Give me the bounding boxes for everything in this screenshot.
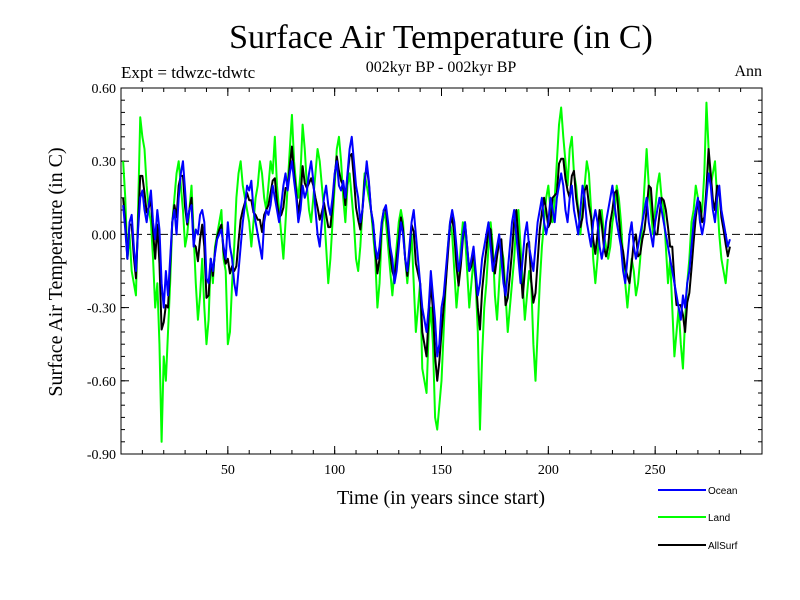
- y-tick-label: -0.60: [87, 375, 116, 390]
- y-tick-label: -0.90: [87, 448, 116, 463]
- y-tick-label: -0.30: [87, 302, 116, 317]
- x-axis-label: Time (in years since start): [337, 487, 545, 509]
- plot-frame: [120, 87, 763, 455]
- x-tick-label: 200: [538, 463, 559, 478]
- axis-ticks: -0.90 -0.60 -0.30 0.00 0.30 0.60 50 100 150 200 25…: [87, 82, 762, 478]
- legend-label-allsurf: AllSurf: [708, 541, 738, 552]
- x-tick-label: 100: [324, 463, 345, 478]
- chart-title: Surface Air Temperature (in C): [229, 19, 653, 56]
- x-tick-label: 50: [221, 463, 235, 478]
- x-tick-label: 250: [645, 463, 666, 478]
- legend: Ocean Land AllSurf: [658, 486, 738, 552]
- y-axis-label: Surface Air Temperature (in C): [45, 147, 67, 396]
- season-label: Ann: [734, 63, 762, 80]
- legend-label-land: Land: [708, 513, 730, 524]
- legend-label-ocean: Ocean: [708, 486, 737, 497]
- series-line-ocean: [122, 135, 731, 358]
- series-line-land: [122, 101, 729, 443]
- x-tick-label: 150: [431, 463, 452, 478]
- y-tick-label: 0.00: [92, 228, 117, 243]
- y-tick-label: 0.60: [92, 82, 117, 97]
- y-tick-label: 0.30: [92, 155, 117, 170]
- chart-subtitle: 002kyr BP - 002kyr BP: [366, 59, 517, 76]
- expt-label: Expt = tdwzc-tdwtc: [121, 63, 256, 82]
- series-group: [122, 101, 731, 443]
